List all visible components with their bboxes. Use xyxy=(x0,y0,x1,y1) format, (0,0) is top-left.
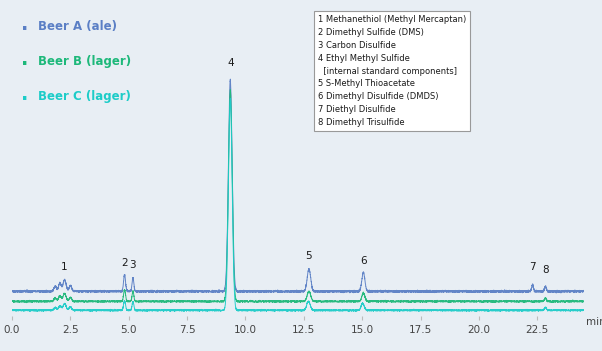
Text: ·: · xyxy=(20,90,28,109)
Text: min: min xyxy=(586,317,602,327)
Text: 1 Methanethiol (Methyl Mercaptan)
2 Dimethyl Sulfide (DMS)
3 Carbon Disulfide
4 : 1 Methanethiol (Methyl Mercaptan) 2 Dime… xyxy=(318,15,467,127)
Text: ·: · xyxy=(20,55,28,74)
Text: Beer A (ale): Beer A (ale) xyxy=(38,20,117,33)
Text: 3: 3 xyxy=(129,260,136,270)
Text: 6: 6 xyxy=(360,256,367,266)
Text: 5: 5 xyxy=(306,251,312,261)
Text: 1: 1 xyxy=(61,263,68,272)
Text: Beer B (lager): Beer B (lager) xyxy=(38,55,131,68)
Text: 2: 2 xyxy=(121,258,128,268)
Text: 7: 7 xyxy=(529,263,536,272)
Text: Beer C (lager): Beer C (lager) xyxy=(38,90,131,103)
Text: ·: · xyxy=(20,20,28,39)
Text: 8: 8 xyxy=(542,265,549,275)
Text: 4: 4 xyxy=(227,59,234,68)
